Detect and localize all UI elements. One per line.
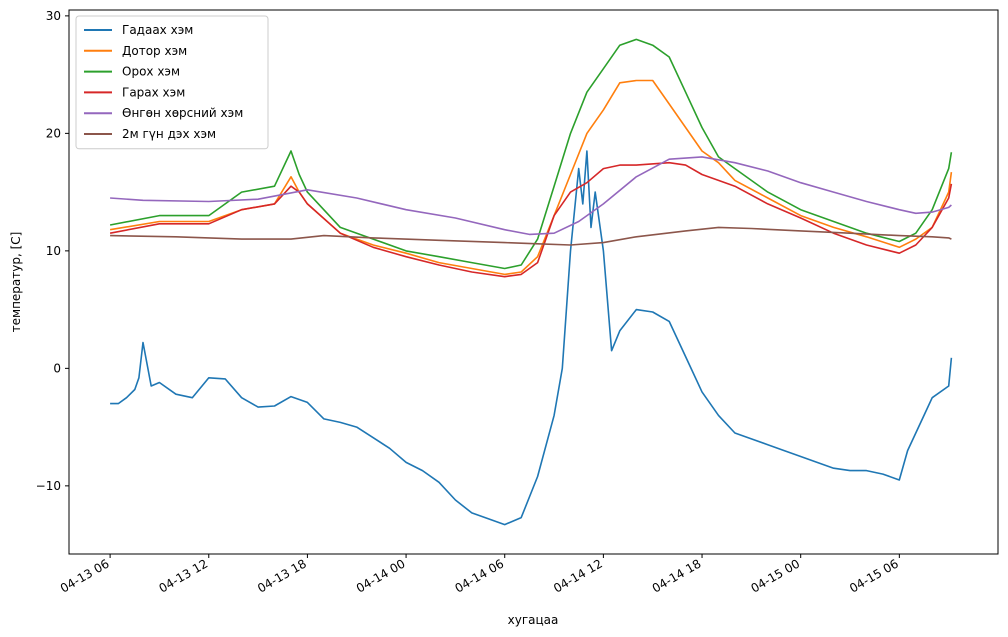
y-axis-ticks: −10 0 10 20 30 xyxy=(36,9,69,493)
plot-frame xyxy=(68,9,999,555)
y-tick-label: −10 xyxy=(36,479,61,493)
legend-entry: Дотор хэм xyxy=(122,44,187,58)
series-line-6 xyxy=(110,226,952,246)
legend-entry: Өнгөн хөрсний хэм xyxy=(122,106,243,120)
series-line-1 xyxy=(110,150,953,526)
y-tick-label: 10 xyxy=(46,244,61,258)
series-layer xyxy=(109,38,953,526)
legend-entry: Гадаах хэм xyxy=(122,23,193,37)
y-tick-label: 30 xyxy=(46,9,61,23)
legend-entry: Гарах хэм xyxy=(122,85,185,99)
legend: Гадаах хэм Дотор хэм Орох хэм Гарах хэм Өнгө… xyxy=(75,15,269,150)
x-axis-label: хугацаа xyxy=(508,613,559,627)
series-line-5 xyxy=(110,156,952,236)
legend-box xyxy=(75,15,269,150)
y-tick-label: 20 xyxy=(46,126,61,140)
y-axis-label: температур, [C] xyxy=(9,232,23,333)
y-tick-label: 0 xyxy=(53,361,61,375)
legend-entry: Орох хэм xyxy=(122,65,180,79)
series-line-3 xyxy=(109,38,953,270)
legend-entry: 2м гүн дэх хэм xyxy=(122,127,216,141)
